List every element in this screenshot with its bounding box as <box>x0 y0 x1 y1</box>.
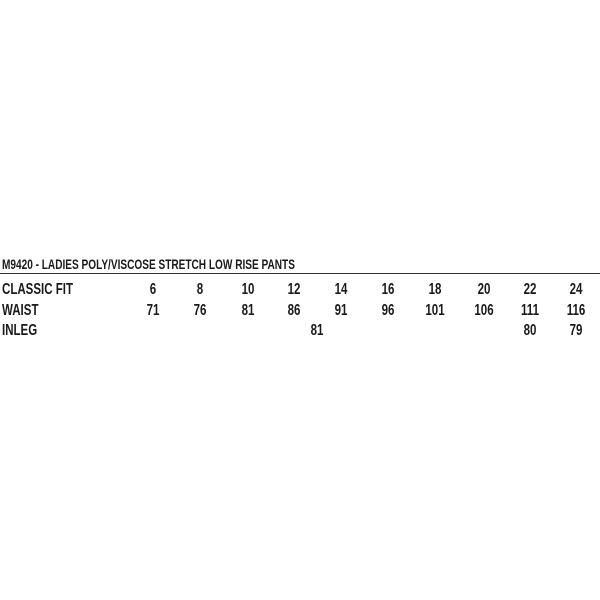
waist-cell: 106 <box>474 302 494 319</box>
size-header-cell: 14 <box>334 281 348 298</box>
waist-cell: 96 <box>381 302 395 319</box>
waist-cell: 71 <box>146 302 160 319</box>
waist-cell: 111 <box>521 302 539 319</box>
inleg-cell: 80 <box>523 322 537 339</box>
size-header-cell: 8 <box>196 281 204 298</box>
waist-cell: 76 <box>193 302 207 319</box>
waist-cell: 116 <box>566 302 586 319</box>
row-label-waist: WAIST <box>2 302 39 319</box>
size-header-cell: 22 <box>523 281 537 298</box>
row-label-classic-fit: CLASSIC FIT <box>2 281 74 298</box>
row-label-inleg: INLEG <box>2 322 38 339</box>
chart-title: M9420 - LADIES POLY/VISCOSE STRETCH LOW … <box>2 256 295 272</box>
inleg-cell: 79 <box>569 322 583 339</box>
size-header-cell: 16 <box>381 281 395 298</box>
size-header-cell: 12 <box>287 281 301 298</box>
size-header-cell: 18 <box>428 281 442 298</box>
size-header-cell: 6 <box>149 281 157 298</box>
size-header-cell: 20 <box>477 281 491 298</box>
waist-cell: 101 <box>425 302 445 319</box>
size-header-cell: 24 <box>569 281 583 298</box>
waist-cell: 91 <box>334 302 348 319</box>
title-divider <box>0 273 600 274</box>
waist-cell: 81 <box>241 302 255 319</box>
waist-cell: 86 <box>287 302 301 319</box>
inleg-cell: 81 <box>310 322 324 339</box>
size-header-cell: 10 <box>241 281 255 298</box>
